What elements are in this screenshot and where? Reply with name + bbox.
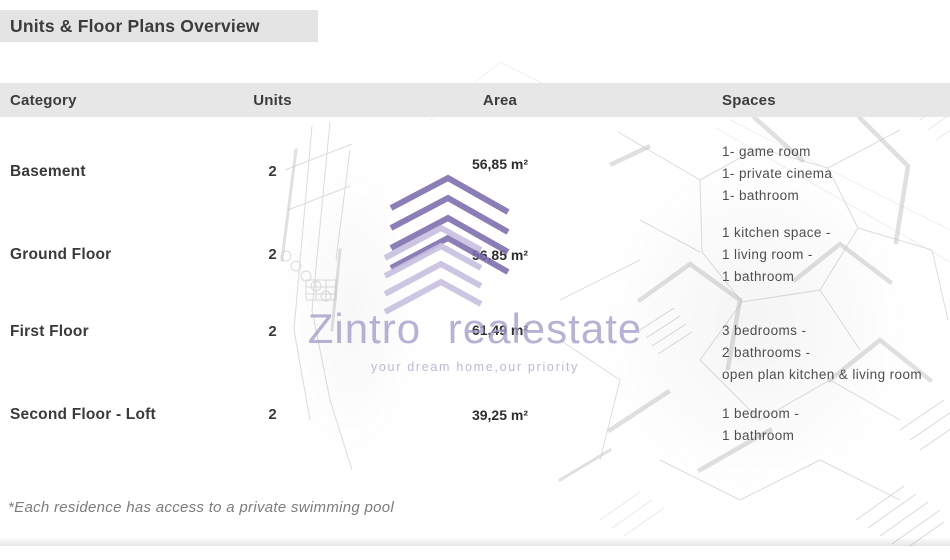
row-category: Second Floor - Loft [10, 406, 156, 423]
row-area: 39,25 m² [471, 407, 529, 423]
row-area: 61,49 m² [471, 322, 529, 338]
row-spaces: 1- game room 1- private cinema 1- bathro… [722, 141, 832, 207]
space-line: 3 bedrooms - [722, 323, 807, 338]
bottom-shadow [0, 537, 950, 546]
column-header-spaces: Spaces [722, 91, 776, 109]
row-spaces: 1 bedroom - 1 bathroom [722, 403, 799, 447]
column-header-area: Area [482, 91, 518, 109]
row-units: 2 [268, 246, 277, 263]
space-line: 2 bathrooms - [722, 345, 811, 360]
space-line: 1 bedroom - [722, 406, 800, 421]
space-line: 1- private cinema [722, 166, 833, 181]
space-line: 1- game room [722, 144, 811, 159]
row-category: Ground Floor [10, 246, 112, 263]
row-units: 2 [268, 163, 277, 180]
space-line: 1 kitchen space - [722, 225, 831, 240]
row-spaces: 3 bedrooms - 2 bathrooms - open plan kit… [722, 320, 922, 386]
column-header-units: Units [253, 91, 292, 109]
space-line: 1 bathroom [722, 269, 795, 284]
row-units: 2 [268, 406, 277, 423]
row-area: 56,85 m² [471, 247, 529, 263]
page-title: Units & Floor Plans Overview [10, 15, 260, 36]
space-line: 1 bathroom [722, 428, 795, 443]
space-line: 1 living room - [722, 247, 813, 262]
row-spaces: 1 kitchen space - 1 living room - 1 bath… [722, 222, 831, 288]
row-units: 2 [268, 323, 277, 340]
column-header-category: Category [10, 91, 77, 109]
footnote: *Each residence has access to a private … [8, 499, 395, 516]
row-area: 56,85 m² [471, 156, 529, 172]
row-category: First Floor [10, 323, 89, 340]
background-wash [540, 90, 950, 560]
row-category: Basement [10, 163, 86, 180]
space-line: 1- bathroom [722, 188, 800, 203]
table-header-row: Category Units Area Spaces [0, 83, 950, 117]
space-line: open plan kitchen & living room [722, 367, 923, 382]
page-title-bar: Units & Floor Plans Overview [0, 10, 318, 42]
